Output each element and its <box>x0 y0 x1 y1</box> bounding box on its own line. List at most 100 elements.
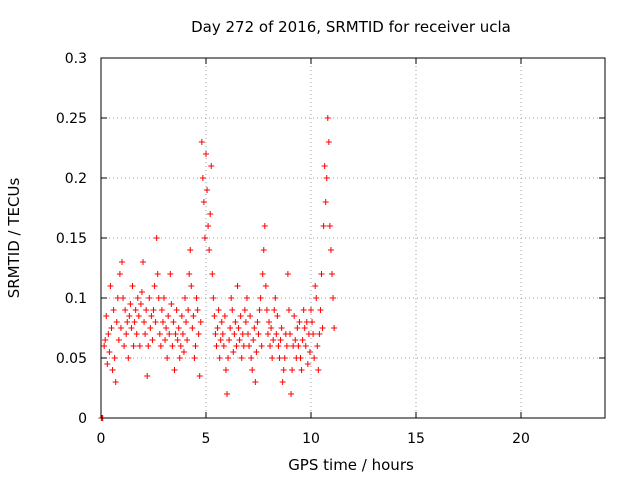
data-point <box>226 337 233 343</box>
data-point <box>283 343 290 349</box>
data-point <box>311 355 318 361</box>
data-point <box>254 319 261 325</box>
data-point <box>258 343 265 349</box>
data-point <box>187 247 194 253</box>
data-point <box>124 319 131 325</box>
y-tick-label: 0 <box>78 411 87 427</box>
x-tick-label: 15 <box>407 431 425 447</box>
data-point <box>269 355 276 361</box>
data-point <box>309 319 316 325</box>
data-point <box>122 307 129 313</box>
data-point <box>249 367 256 373</box>
data-point <box>197 319 204 325</box>
data-point <box>225 355 232 361</box>
data-point <box>182 295 188 301</box>
data-point <box>219 331 226 337</box>
data-point <box>149 337 156 343</box>
data-point <box>313 295 320 301</box>
data-point <box>294 325 301 331</box>
data-point <box>237 313 244 319</box>
axis-ticks: 0 5 10 15 20 0 0.05 0.1 0.15 0.2 0.25 0.3 <box>56 51 605 447</box>
data-point <box>257 295 264 301</box>
data-point <box>136 343 143 349</box>
data-point <box>213 343 220 349</box>
data-point <box>220 343 227 349</box>
data-point <box>108 325 115 331</box>
data-point <box>110 307 117 313</box>
data-point <box>153 235 160 241</box>
data-point <box>261 223 268 229</box>
data-point <box>129 283 136 289</box>
data-point <box>172 331 179 337</box>
data-point <box>189 325 196 331</box>
data-point <box>248 355 255 361</box>
data-point <box>107 283 114 289</box>
data-point <box>279 379 286 385</box>
data-point <box>214 325 221 331</box>
data-point <box>239 331 246 337</box>
data-point <box>297 355 304 361</box>
x-axis-label: GPS time / hours <box>288 456 414 474</box>
data-point <box>316 331 323 337</box>
data-point <box>147 325 154 331</box>
data-point <box>111 355 118 361</box>
data-point <box>245 331 251 337</box>
data-point <box>166 331 173 337</box>
data-point <box>170 319 177 325</box>
data-point <box>260 247 267 253</box>
data-point <box>304 361 311 367</box>
data-point <box>203 151 209 157</box>
data-point <box>208 163 215 169</box>
data-point <box>272 295 279 301</box>
data-point <box>209 271 216 277</box>
data-point <box>128 325 135 331</box>
data-point <box>310 331 317 337</box>
data-point <box>306 349 313 355</box>
y-axis-label: SRMTID / TECUs <box>5 178 23 299</box>
data-point <box>216 355 223 361</box>
data-point <box>195 331 202 337</box>
data-point <box>325 139 332 145</box>
data-point <box>109 367 116 373</box>
data-point <box>215 307 222 313</box>
data-point <box>242 319 249 325</box>
data-point <box>158 307 165 313</box>
data-point <box>121 343 128 349</box>
data-point <box>253 349 260 355</box>
data-point <box>314 343 321 349</box>
data-point <box>247 313 254 319</box>
data-point <box>188 283 195 289</box>
y-tick-label: 0.15 <box>56 231 87 247</box>
data-point <box>290 343 297 349</box>
data-point <box>117 325 124 331</box>
data-point <box>175 325 182 331</box>
data-point <box>221 313 228 319</box>
data-point <box>277 337 284 343</box>
x-tick-label: 5 <box>202 431 211 447</box>
data-point <box>323 175 330 181</box>
data-point <box>295 343 302 349</box>
data-point <box>137 301 144 307</box>
data-point <box>151 283 158 289</box>
data-point <box>169 343 176 349</box>
data-point <box>140 259 146 265</box>
data-point <box>320 223 327 229</box>
data-point <box>276 355 283 361</box>
data-point <box>281 355 288 361</box>
data-point <box>315 367 322 373</box>
data-point <box>280 367 287 373</box>
data-point <box>199 175 206 181</box>
data-point <box>143 307 150 313</box>
data-point <box>141 319 148 325</box>
data-point <box>101 343 108 349</box>
y-tick-label: 0.1 <box>65 291 87 307</box>
data-point <box>161 295 167 301</box>
data-point <box>116 271 123 277</box>
data-point <box>230 349 237 355</box>
data-point <box>251 325 258 331</box>
data-point <box>284 271 291 277</box>
data-point <box>288 391 295 397</box>
data-point <box>331 325 338 331</box>
data-point <box>106 349 113 355</box>
